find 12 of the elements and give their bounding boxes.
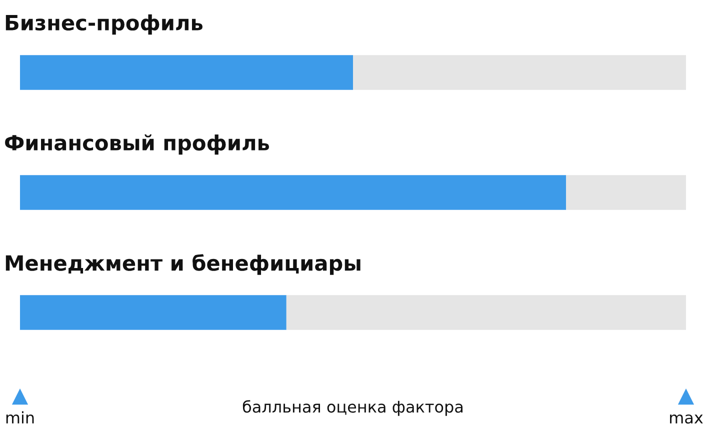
- y-tick-label: Менеджмент и бенефициары: [6, 254, 360, 275]
- bar: [286, 295, 686, 330]
- y-tick-label: Финансовый профиль: [5, 134, 270, 155]
- bar: [566, 175, 686, 210]
- bar: [353, 55, 686, 90]
- bar: [20, 55, 353, 90]
- y-tick-label: Бизнес-профиль: [6, 14, 203, 35]
- bar: [20, 295, 286, 330]
- text: max: [670, 414, 703, 424]
- bar: [20, 175, 566, 210]
- x-axis-title: балльная оценка фактора: [242, 400, 462, 416]
- text: min: [6, 411, 34, 424]
